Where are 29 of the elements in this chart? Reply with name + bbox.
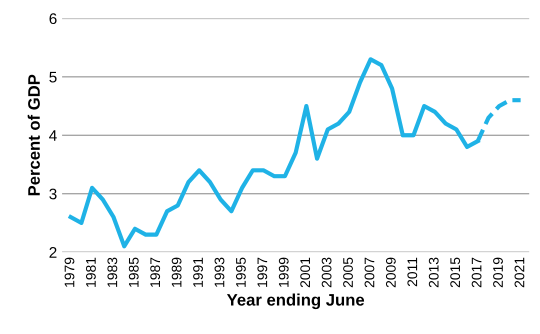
x-tick-label: 2019 [493, 258, 503, 288]
x-tick-label: 2011 [407, 258, 418, 286]
x-tick-label: 2013 [428, 258, 439, 288]
x-tick-label: 2007 [364, 258, 374, 288]
x-axis-title: Year ending June [226, 293, 364, 310]
x-tick-label: 2015 [450, 258, 460, 288]
x-tick-label: 1989 [172, 258, 182, 287]
x-tick-label: 1979 [64, 258, 74, 287]
x-tick-label: 1999 [278, 258, 289, 287]
x-tick-label: 2009 [386, 258, 396, 288]
x-tick-label: 1995 [236, 258, 246, 287]
x-tick-label: 1981 [86, 258, 96, 287]
y-tick-label: 6 [50, 13, 57, 24]
y-tick-label: 5 [49, 72, 57, 83]
x-tick-label: 2003 [322, 258, 332, 288]
x-tick-label: 2005 [343, 258, 353, 288]
x-tick-label: 1987 [150, 258, 160, 287]
y-axis-title: Percent of GDP [28, 74, 40, 196]
x-tick-label: 2001 [300, 258, 310, 288]
x-tick-label: 2021 [514, 258, 524, 288]
x-tick-label: 1993 [214, 258, 224, 287]
x-tick-label: 1983 [107, 258, 118, 287]
y-tick-label: 2 [50, 247, 56, 258]
x-tick-label: 1991 [193, 258, 203, 287]
x-tick-label: 1997 [257, 258, 268, 287]
x-tick-label: 2017 [472, 258, 482, 288]
y-tick-label: 4 [49, 130, 57, 141]
y-tick-label: 3 [49, 188, 57, 200]
x-tick-label: 1985 [128, 258, 139, 287]
